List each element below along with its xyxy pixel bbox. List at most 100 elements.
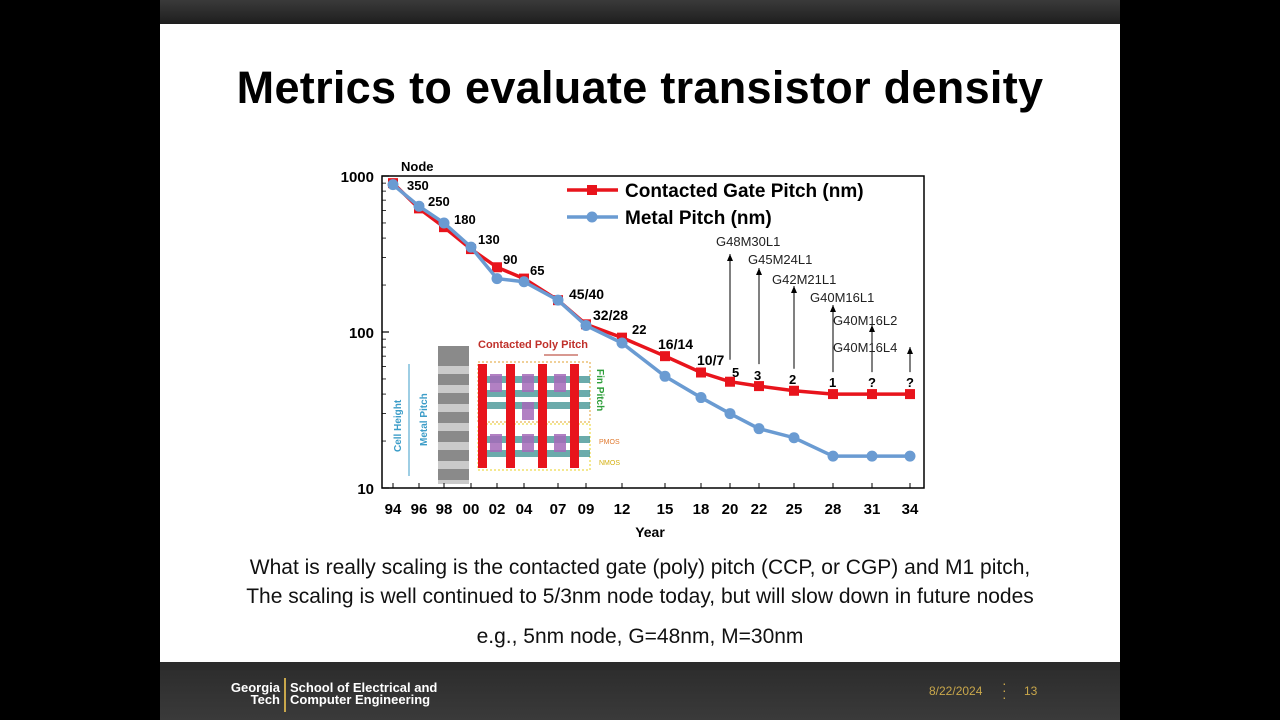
legend-label: Metal Pitch (nm) <box>625 208 772 229</box>
node-label: 90 <box>503 252 517 267</box>
inset-metal-stripe <box>438 442 469 450</box>
inset-poly-gate <box>538 364 547 468</box>
annotation-label: G40M16L2 <box>833 313 897 328</box>
x-tick-label: 20 <box>722 501 739 518</box>
metal-pitch-point <box>866 450 878 462</box>
annotation-arrow-head <box>830 305 836 312</box>
x-tick-label: 22 <box>751 501 768 518</box>
slide-title: Metrics to evaluate transistor density <box>236 62 1044 113</box>
legend-marker <box>587 185 597 195</box>
annotation-arrow-head <box>907 347 913 354</box>
inset-metal-stripe <box>438 423 469 431</box>
inset-poly-gate <box>570 364 579 468</box>
y-tick-label: 100 <box>349 325 374 342</box>
node-label: ? <box>906 375 914 390</box>
x-tick-label: 04 <box>516 501 533 518</box>
x-tick-label: 34 <box>902 501 919 518</box>
node-label: 130 <box>478 232 500 247</box>
metal-pitch-point <box>616 337 628 349</box>
metal-pitch-point <box>695 392 707 404</box>
annotation-arrow-head <box>791 286 797 293</box>
metal-pitch-point <box>724 408 736 420</box>
gate-pitch-point <box>828 389 838 400</box>
x-tick-label: 07 <box>550 501 567 518</box>
metal-pitch-point <box>659 370 671 382</box>
inset-metal-stripe <box>438 366 469 374</box>
gate-pitch-point <box>725 376 735 387</box>
metal-pitch-point <box>552 294 564 306</box>
gate-pitch-point <box>905 389 915 400</box>
x-tick-label: 25 <box>786 501 803 518</box>
body-text-line-2: The scaling is well continued to 5/3nm n… <box>246 585 1034 608</box>
legend-marker <box>586 211 598 223</box>
annotation-label: G48M30L1 <box>716 234 780 249</box>
node-label: 45/40 <box>569 286 604 302</box>
node-label: 250 <box>428 194 450 209</box>
school-line-2: Computer Engineering <box>290 692 431 707</box>
metal-pitch-point <box>904 450 916 462</box>
metal-pitch-point <box>518 276 530 288</box>
gate-pitch-point <box>660 351 670 362</box>
inset-poly-gate <box>478 364 487 468</box>
legend-label: Contacted Gate Pitch (nm) <box>625 181 864 202</box>
x-tick-label: 18 <box>693 501 710 518</box>
inset-pmos-label: PMOS <box>599 439 620 446</box>
metal-pitch-point <box>827 450 839 462</box>
annotation-label: G45M24L1 <box>748 252 812 267</box>
x-tick-label: 96 <box>411 501 428 518</box>
inset-contact <box>490 434 502 452</box>
annotation-arrow-head <box>756 268 762 275</box>
node-label: 16/14 <box>658 336 693 352</box>
node-label: 32/28 <box>593 307 628 323</box>
logo-line-1: Georgia <box>230 680 280 695</box>
inset-contact <box>522 402 534 420</box>
x-tick-label: 28 <box>825 501 842 518</box>
inset-metal-stripe <box>438 480 469 488</box>
slide: Metrics to evaluate transistor density C… <box>160 24 1120 662</box>
inset-metal-pitch-label: Metal Pitch <box>419 393 430 446</box>
x-tick-label: 02 <box>489 501 506 518</box>
node-label: 2 <box>789 372 796 387</box>
footer-separator-icon: · · · <box>1002 675 1007 705</box>
metal-pitch-point <box>491 273 503 285</box>
inset-metal-stripe <box>438 461 469 469</box>
node-label: ? <box>868 375 876 390</box>
inset-contact <box>522 434 534 452</box>
inset-fin <box>478 390 590 397</box>
transistor-density-chart: Contacted Poly Pitch Fin Pitch Cell Heig… <box>341 159 925 540</box>
metal-pitch-point <box>438 217 450 229</box>
page-number: 13 <box>1024 684 1038 698</box>
annotation-label: G40M16L4 <box>833 340 897 355</box>
annotation-arrow-head <box>869 325 875 332</box>
school-line-1: School of Electrical and <box>290 680 438 695</box>
x-tick-label: 94 <box>385 501 402 518</box>
inset-contact <box>554 374 566 392</box>
node-label: 180 <box>454 212 476 227</box>
inset-cell-height-label: Cell Height <box>393 399 404 452</box>
inset-metal-stripe <box>438 385 469 393</box>
inset-contact <box>554 434 566 452</box>
footer-date: 8/22/2024 <box>929 684 983 698</box>
node-label: 1 <box>829 375 836 390</box>
logo-line-2: Tech <box>250 692 280 707</box>
body-text-line-1: What is really scaling is the contacted … <box>249 556 1031 579</box>
node-label: 5 <box>732 365 739 380</box>
inset-fin <box>478 450 590 457</box>
footer-bar: Georgia Tech School of Electrical and Co… <box>160 662 1120 720</box>
gate-pitch-point <box>789 385 799 396</box>
x-tick-label: 12 <box>614 501 631 518</box>
x-tick-label: 98 <box>436 501 453 518</box>
y-tick-label: 10 <box>357 481 374 498</box>
cell-layout-inset: Contacted Poly Pitch Fin Pitch Cell Heig… <box>393 339 620 488</box>
node-label: 22 <box>632 322 646 337</box>
node-label: 3 <box>754 368 761 383</box>
y-tick-label: 1000 <box>341 169 374 186</box>
gate-pitch-point <box>696 367 706 378</box>
node-label: 350 <box>407 178 429 193</box>
gate-pitch-point <box>867 389 877 400</box>
metal-pitch-point <box>387 179 399 191</box>
inset-metal-stripe <box>438 404 469 412</box>
annotation-label: G40M16L1 <box>810 290 874 305</box>
x-tick-label: 31 <box>864 501 881 518</box>
logo-divider <box>284 678 286 712</box>
